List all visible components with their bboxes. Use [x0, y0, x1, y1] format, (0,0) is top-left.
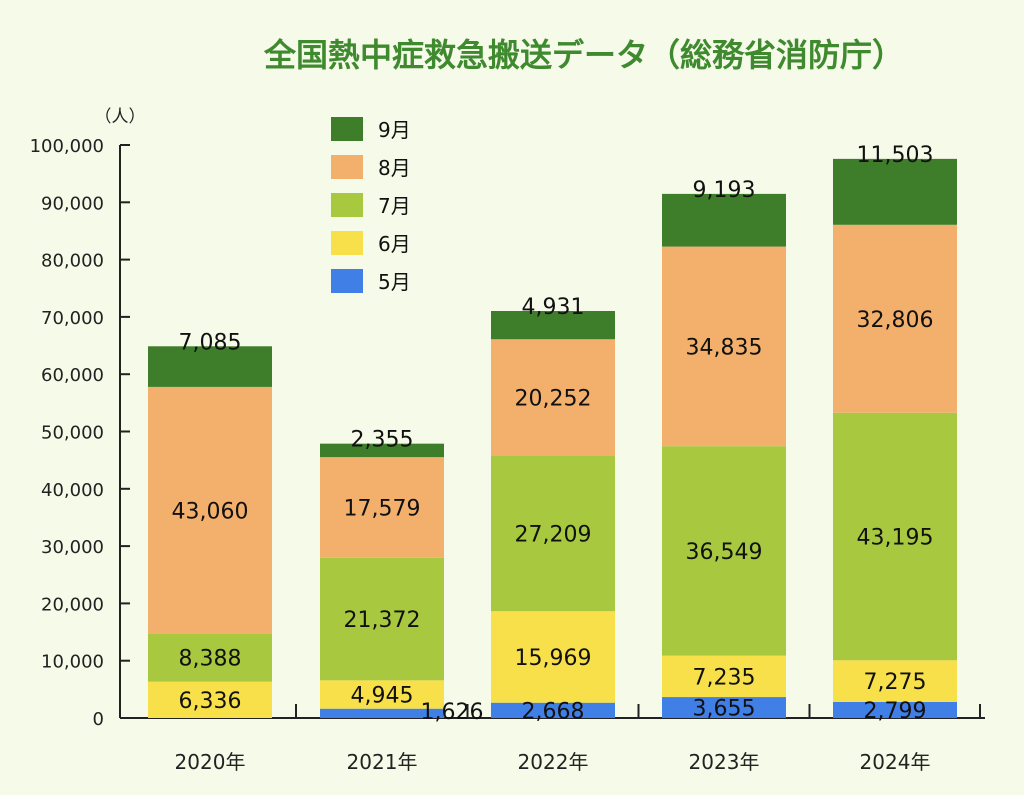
legend-swatch — [331, 231, 363, 255]
bar-segment — [833, 412, 957, 661]
legend-swatch — [331, 117, 363, 141]
bar-segment — [662, 246, 786, 447]
bar-segment — [148, 681, 272, 718]
data-label: 15,969 — [515, 646, 592, 671]
x-tick-label: 2022年 — [518, 750, 589, 774]
bar-segment — [662, 655, 786, 698]
y-tick-label: 100,000 — [30, 136, 104, 157]
y-tick-label: 0 — [93, 709, 104, 730]
data-label: 4,945 — [351, 684, 414, 709]
y-axis-unit: （人） — [95, 107, 146, 127]
data-label: 7,275 — [864, 670, 927, 695]
bar-segment — [491, 339, 615, 456]
data-label: 11,503 — [857, 143, 934, 168]
data-label: 17,579 — [344, 497, 421, 522]
chart-title: 全国熱中症救急搬送データ（総務省消防庁） — [263, 36, 904, 74]
data-label: 6,336 — [179, 689, 242, 714]
bar-segment — [491, 455, 615, 612]
bar-segment — [833, 158, 957, 225]
data-label: 1,626 — [421, 700, 484, 725]
bar-segment — [148, 633, 272, 682]
bar-segment — [320, 443, 444, 458]
data-label: 36,549 — [686, 540, 763, 565]
data-label: 9,193 — [693, 178, 756, 203]
bar-segment — [320, 680, 444, 709]
data-label: 7,085 — [179, 330, 242, 355]
data-label: 34,835 — [686, 335, 763, 360]
bar-segment — [662, 193, 786, 247]
bar-segment — [320, 457, 444, 558]
data-label: 32,806 — [857, 308, 934, 333]
data-label: 7,235 — [693, 665, 756, 690]
x-tick-label: 2023年 — [689, 750, 760, 774]
data-label: 43,060 — [172, 499, 249, 524]
data-label: 20,252 — [515, 386, 592, 411]
legend: 9月 8月 7月 6月 5月 — [331, 117, 411, 294]
legend-label: 5月 — [378, 270, 411, 294]
bar-segment — [662, 446, 786, 656]
y-tick-label: 60,000 — [41, 365, 104, 386]
bar-segment — [148, 346, 272, 387]
bar-segment — [320, 708, 444, 718]
y-tick-label: 80,000 — [41, 251, 104, 272]
legend-swatch — [331, 155, 363, 179]
bar-segment — [491, 611, 615, 703]
data-label: 4,931 — [522, 295, 585, 320]
data-label: 2,355 — [351, 428, 414, 453]
bar-segment — [320, 557, 444, 681]
y-tick-label: 20,000 — [41, 594, 104, 615]
data-labels-layer: 6,336 8,388 43,060 7,085 1,626 4,945 21,372 17,… — [172, 143, 934, 725]
legend-label: 6月 — [378, 232, 411, 256]
data-label: 27,209 — [515, 522, 592, 547]
y-tick-label: 90,000 — [41, 193, 104, 214]
legend-label: 8月 — [378, 156, 411, 180]
x-tick-label: 2020年 — [175, 750, 246, 774]
y-tick-label: 40,000 — [41, 480, 104, 501]
legend-swatch — [331, 269, 363, 293]
data-label: 8,388 — [179, 647, 242, 672]
data-label: 3,655 — [693, 697, 756, 722]
y-tick-label: 70,000 — [41, 308, 104, 329]
bar-segment — [148, 386, 272, 634]
data-label: 2,668 — [522, 699, 585, 724]
bar-segment — [491, 702, 615, 718]
y-tick-label: 50,000 — [41, 423, 104, 444]
axes-layer: 0 10,000 20,000 30,000 40,000 50,000 60,000 70,… — [30, 136, 985, 774]
y-tick-label: 10,000 — [41, 652, 104, 673]
y-tick-label: 30,000 — [41, 537, 104, 558]
data-label: 2,799 — [864, 699, 927, 724]
legend-label: 9月 — [378, 118, 411, 142]
x-tick-label: 2021年 — [347, 750, 418, 774]
bar-segment — [491, 311, 615, 340]
x-tick-label: 2024年 — [860, 750, 931, 774]
bar-segment — [833, 224, 957, 413]
bar-segment — [833, 660, 957, 702]
bar-segment — [662, 697, 786, 718]
bars-layer — [148, 158, 957, 718]
legend-label: 7月 — [378, 194, 411, 218]
legend-swatch — [331, 193, 363, 217]
bar-segment — [833, 701, 957, 718]
data-label: 21,372 — [344, 608, 421, 633]
data-label: 43,195 — [857, 526, 934, 551]
